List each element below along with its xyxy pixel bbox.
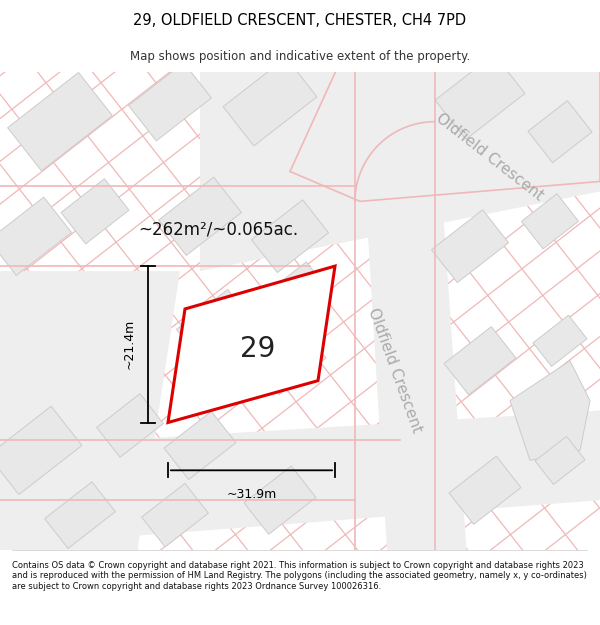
Text: Oldfield Crescent: Oldfield Crescent (433, 110, 547, 203)
Text: ~262m²/~0.065ac.: ~262m²/~0.065ac. (138, 220, 298, 238)
Polygon shape (0, 271, 180, 600)
Text: ~21.4m: ~21.4m (123, 319, 136, 369)
Polygon shape (528, 101, 592, 162)
Polygon shape (168, 266, 335, 422)
Polygon shape (158, 177, 241, 256)
Text: 29: 29 (241, 335, 275, 362)
Polygon shape (164, 411, 236, 479)
Polygon shape (61, 179, 129, 244)
Text: Contains OS data © Crown copyright and database right 2021. This information is : Contains OS data © Crown copyright and d… (12, 561, 587, 591)
Polygon shape (535, 436, 585, 484)
Polygon shape (97, 394, 163, 458)
Polygon shape (142, 483, 208, 547)
Text: Oldfield Crescent: Oldfield Crescent (365, 306, 425, 435)
Polygon shape (0, 411, 600, 550)
Polygon shape (533, 315, 587, 366)
Polygon shape (259, 262, 331, 330)
Polygon shape (449, 456, 521, 524)
Polygon shape (254, 327, 326, 395)
Polygon shape (251, 200, 329, 272)
Polygon shape (521, 194, 578, 249)
Polygon shape (200, 22, 600, 271)
Polygon shape (435, 54, 525, 139)
Polygon shape (355, 22, 470, 600)
Polygon shape (176, 289, 254, 362)
Polygon shape (444, 327, 516, 395)
Polygon shape (244, 466, 316, 534)
Polygon shape (431, 210, 509, 282)
Polygon shape (8, 72, 112, 171)
Polygon shape (44, 482, 115, 549)
Text: Map shows position and indicative extent of the property.: Map shows position and indicative extent… (130, 49, 470, 62)
Polygon shape (0, 406, 82, 494)
Text: 29, OLDFIELD CRESCENT, CHESTER, CH4 7PD: 29, OLDFIELD CRESCENT, CHESTER, CH4 7PD (133, 12, 467, 28)
Polygon shape (128, 62, 211, 141)
Polygon shape (0, 197, 71, 276)
Text: ~31.9m: ~31.9m (226, 488, 277, 501)
Polygon shape (510, 361, 590, 461)
Polygon shape (223, 58, 317, 146)
